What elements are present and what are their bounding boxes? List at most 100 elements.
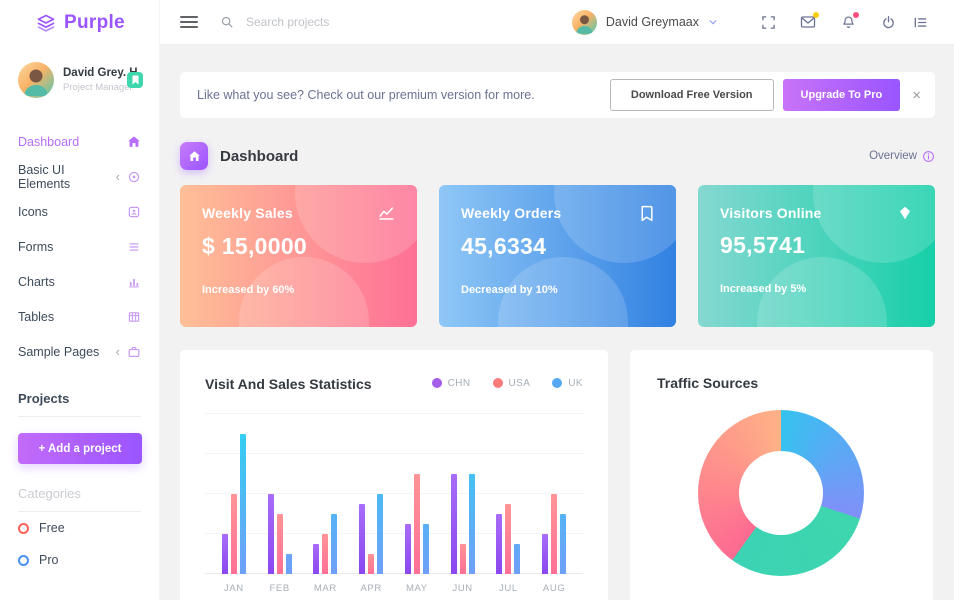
bar-uk-mar: [331, 514, 338, 574]
divider: [18, 416, 141, 417]
legend-item-chn: CHN: [431, 378, 471, 389]
x-axis-label: JUL: [499, 583, 518, 594]
donut-legend: Search Engines30%Direct Click30%Bookmark…: [670, 596, 903, 600]
category-pro[interactable]: Pro: [0, 544, 159, 576]
fullscreen-icon: [761, 15, 775, 29]
avatar: [18, 62, 54, 98]
bar-group-apr: [348, 414, 394, 574]
user-name: David Greymaax: [605, 15, 699, 29]
sidebar-item-icons[interactable]: Icons: [0, 194, 159, 229]
bar-chn-may: [404, 524, 411, 574]
bar-uk-jun: [468, 474, 475, 574]
bar-usa-feb: [276, 514, 283, 574]
sidebar-item-sample-pages[interactable]: Sample Pages ‹: [0, 334, 159, 369]
search-icon: [221, 16, 233, 28]
sidebar-item-dashboard[interactable]: Dashboard: [0, 124, 159, 159]
bar-group-aug: [531, 414, 577, 574]
bar-group-jan: [211, 414, 257, 574]
category-free[interactable]: Free: [0, 512, 159, 544]
bar-uk-apr: [377, 494, 384, 574]
category-dot-pro: [18, 554, 29, 566]
donut-legend-item-search-engines: Search Engines30%: [670, 596, 903, 600]
contacts-icon: [128, 206, 140, 217]
profile-role: Project Manager: [63, 82, 133, 93]
divider: [18, 511, 141, 512]
fullscreen-button[interactable]: [748, 15, 788, 30]
donut-chart-title: Traffic Sources: [657, 375, 759, 391]
bar-chart-plot: [205, 413, 583, 574]
bar-group-mar: [303, 414, 349, 574]
donut-hole: [739, 451, 823, 535]
bar-chn-mar: [313, 544, 320, 574]
x-axis-label: JUN: [452, 583, 473, 594]
overview-link[interactable]: Overview: [869, 150, 935, 163]
weekly-orders-card: Weekly Orders 45,6334 Decreased by 10%: [439, 185, 676, 327]
bar-chn-jul: [496, 514, 503, 574]
bar-group-may: [394, 414, 440, 574]
bar-chn-jun: [450, 474, 457, 574]
visit-sales-statistics-card: Visit And Sales Statistics CHN USA UK JAN F…: [180, 350, 608, 600]
logout-button[interactable]: [868, 15, 908, 30]
sidebar-nav: Dashboard Basic UI Elements ‹ Icons Form…: [0, 124, 159, 369]
home-icon: [128, 135, 140, 147]
layers-icon: [37, 14, 55, 32]
brand-name: Purple: [64, 12, 125, 33]
download-free-version-button[interactable]: Download Free Version: [609, 79, 774, 111]
bar-chn-jan: [221, 534, 228, 574]
promo-banner: Like what you see? Check out our premium…: [180, 72, 935, 118]
legend-item-uk: UK: [552, 378, 583, 389]
bookmark-icon: [641, 205, 653, 222]
bar-group-feb: [257, 414, 303, 574]
user-menu[interactable]: David Greymaax: [571, 9, 718, 35]
bar-uk-jan: [239, 434, 246, 574]
sidebar-item-tables[interactable]: Tables: [0, 299, 159, 334]
messages-button[interactable]: [788, 12, 828, 29]
mail-badge: [813, 12, 819, 18]
projects-heading: Projects: [18, 391, 70, 406]
donut-chart: [698, 410, 864, 576]
close-icon[interactable]: ×: [912, 86, 921, 104]
legend-dot-icon: [552, 378, 563, 388]
categories-heading: Categories: [18, 486, 81, 501]
right-sidebar-toggle[interactable]: [908, 15, 932, 30]
x-axis-label: AUG: [542, 583, 566, 594]
bar-uk-aug: [560, 514, 567, 574]
notifications-button[interactable]: [828, 11, 868, 30]
power-icon: [882, 15, 894, 28]
bar-usa-apr: [368, 554, 375, 574]
bar-uk-jul: [514, 544, 521, 574]
chart-bar-icon: [129, 278, 139, 287]
sidebar-item-charts[interactable]: Charts: [0, 264, 159, 299]
table-icon: [128, 311, 140, 322]
sidebar-item-basic-ui-elements[interactable]: Basic UI Elements ‹: [0, 159, 159, 194]
bookmark-badge: [127, 72, 143, 88]
weekly-sales-card: Weekly Sales $ 15,0000 Increased by 60%: [180, 185, 417, 327]
chevron-left-icon: ‹: [115, 344, 120, 359]
bell-badge: [853, 11, 859, 18]
add-project-button[interactable]: + Add a project: [18, 433, 142, 464]
charts-row: Visit And Sales Statistics CHN USA UK JAN F…: [180, 350, 935, 600]
x-axis-label: MAY: [406, 583, 428, 594]
legend-dot-icon: [492, 378, 503, 388]
brand-logo[interactable]: Purple: [0, 0, 159, 46]
bar-group-jul: [486, 414, 532, 574]
search-input[interactable]: [246, 15, 426, 29]
mail-icon: [800, 16, 816, 28]
chevron-down-icon: [709, 20, 717, 25]
chart-line-icon: [379, 207, 394, 220]
bar-usa-jan: [230, 494, 237, 574]
bell-icon: [842, 15, 854, 28]
legend-item-usa: USA: [492, 378, 531, 389]
legend-dot-icon: [431, 378, 442, 388]
sidebar-item-forms[interactable]: Forms: [0, 229, 159, 264]
upgrade-to-pro-button[interactable]: Upgrade To Pro: [782, 79, 901, 111]
avatar: [571, 9, 597, 35]
bar-usa-mar: [322, 534, 329, 574]
visitors-online-card: Visitors Online 95,5741 Increased by 5%: [698, 185, 935, 327]
sidebar-profile[interactable]: David Grey. H Project Manager: [0, 46, 159, 112]
home-icon: [188, 150, 200, 161]
page-header: Dashboard Overview: [180, 140, 935, 172]
x-axis-label: MAR: [313, 583, 337, 594]
hamburger-menu-icon[interactable]: [180, 13, 198, 31]
bar-chn-feb: [267, 494, 274, 574]
